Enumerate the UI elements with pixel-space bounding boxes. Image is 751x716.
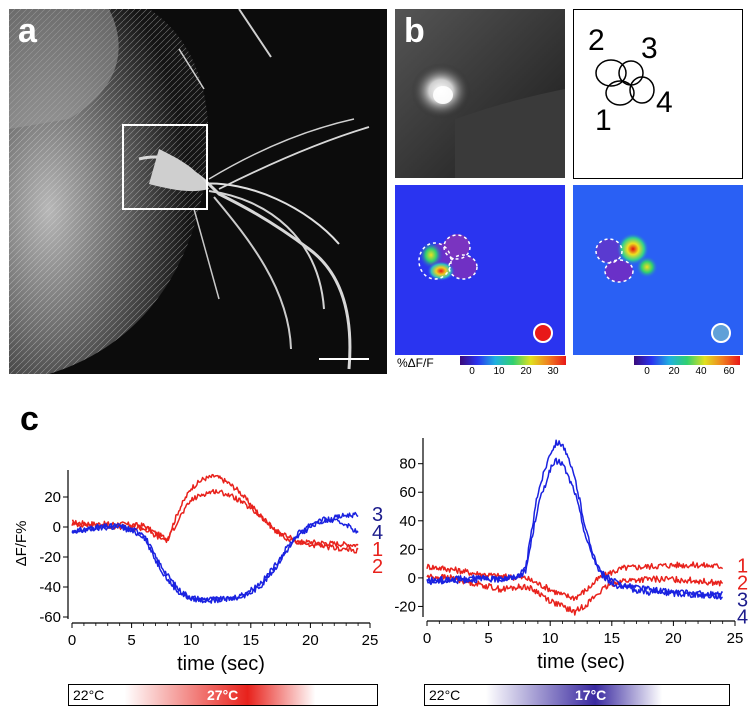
colorbar-2-tick-3: 60: [723, 366, 735, 377]
colorbar-1-tick-3: 30: [547, 366, 559, 377]
selection-box: [122, 124, 208, 210]
x-tick-label: 10: [542, 630, 559, 647]
warm-indicator-icon: [533, 323, 553, 343]
plot-cool: 80 60 40 20 0 -20 0 5 10 15 20 25 time (sec) 1 2 3 4: [380, 430, 751, 710]
y-axis-label: ΔF/F%: [13, 521, 30, 567]
y-tick-label: -60: [39, 609, 61, 626]
x-axis-label: time (sec): [537, 651, 625, 673]
series-label-1: 1: [372, 539, 383, 561]
series-line-1: [71, 473, 359, 548]
fluorescence-illustration: [395, 9, 565, 178]
colorbar-1: [460, 356, 566, 365]
heatmap-cool-illustration: [573, 185, 743, 355]
stimulus-start-temp-warm: 22°C: [73, 687, 105, 703]
colorbar-1-label: %ΔF/F: [397, 356, 434, 370]
y-tick-label: 20: [44, 489, 61, 506]
heatmap-warm-illustration: [395, 185, 565, 355]
x-tick-label: 15: [242, 632, 259, 649]
colorbar-2-tick-2: 40: [695, 366, 707, 377]
heatmap-warm: [395, 185, 565, 355]
roi-label-2: 2: [588, 24, 605, 57]
y-tick-label: 0: [408, 570, 416, 587]
roi-outlines: [595, 59, 655, 106]
stimulus-end-temp-warm: 27°C: [207, 687, 239, 703]
series-line-2: [426, 573, 724, 616]
series-label-1: 1: [737, 555, 748, 577]
roi-2-outline: [605, 80, 635, 106]
stimulus-bar-warm: 22°C 27°C: [68, 684, 378, 706]
series-label-2: 2: [737, 573, 748, 595]
series-line-4: [71, 516, 359, 604]
x-tick-label: 25: [362, 632, 379, 649]
fluorescence-image: [395, 9, 565, 178]
x-tick-label: 5: [484, 630, 492, 647]
x-tick-label: 20: [302, 632, 319, 649]
panel-letter-b: b: [404, 12, 425, 50]
series-label-2: 2: [372, 556, 383, 578]
roi-4-outline: [629, 76, 655, 104]
x-tick-label: 10: [183, 632, 200, 649]
panel-letter-a-overlay: a: [18, 12, 37, 50]
series-label-4: 4: [737, 607, 748, 629]
x-tick-label: 0: [68, 632, 76, 649]
stimulus-start-temp-cool: 22°C: [429, 687, 461, 703]
stimulus-bar-cool: 22°C 17°C: [424, 684, 730, 706]
y-tick-label: 20: [399, 541, 416, 558]
heatmap-cool: [573, 185, 743, 355]
cool-indicator-icon: [711, 323, 731, 343]
colorbar-1-tick-0: 0: [469, 366, 475, 377]
series-line-4: [426, 457, 723, 600]
sem-antenna-illustration: [9, 9, 370, 374]
x-tick-label: 5: [127, 632, 135, 649]
colorbar-2-tick-0: 0: [644, 366, 650, 377]
x-tick-label: 0: [423, 630, 431, 647]
x-tick-label: 20: [665, 630, 682, 647]
roi-1-outline: [595, 59, 627, 87]
series-line-1: [426, 561, 724, 602]
roi-diagram: 2 3 1 4: [573, 9, 743, 179]
y-tick-label: -40: [39, 579, 61, 596]
y-tick-label: 80: [399, 456, 416, 473]
y-tick-label: -20: [39, 549, 61, 566]
roi-label-3: 3: [641, 32, 658, 65]
colorbar-1-tick-1: 10: [493, 366, 505, 377]
roi-label-1: 1: [595, 104, 612, 137]
series-line-2: [71, 488, 359, 554]
y-tick-label: -20: [394, 598, 416, 615]
series-label-3: 3: [372, 504, 383, 526]
y-tick-label: 0: [53, 519, 61, 536]
y-tick-label: 40: [399, 513, 416, 530]
x-axis-label: time (sec): [177, 653, 265, 675]
series-label-3: 3: [737, 590, 748, 612]
panel-letter-c: c: [20, 400, 39, 438]
x-tick-label: 25: [727, 630, 744, 647]
stimulus-end-temp-cool: 17°C: [575, 687, 607, 703]
colorbar-2: [634, 356, 740, 365]
series-label-4: 4: [372, 522, 383, 544]
colorbar-2-tick-1: 20: [668, 366, 680, 377]
plot-warm-svg: 20 0 -20 -40 -60 0 5 10 15 20 25 time (sec) ΔF/F% 341…: [13, 470, 383, 675]
sem-image: [9, 9, 387, 374]
roi-label-4: 4: [656, 86, 673, 119]
plot-warm: 20 0 -20 -40 -60 0 5 10 15 20 25 time (sec) ΔF/F% 3 4 1…: [0, 440, 390, 710]
x-tick-label: 15: [603, 630, 620, 647]
y-tick-label: 60: [399, 484, 416, 501]
colorbar-1-tick-2: 20: [520, 366, 532, 377]
